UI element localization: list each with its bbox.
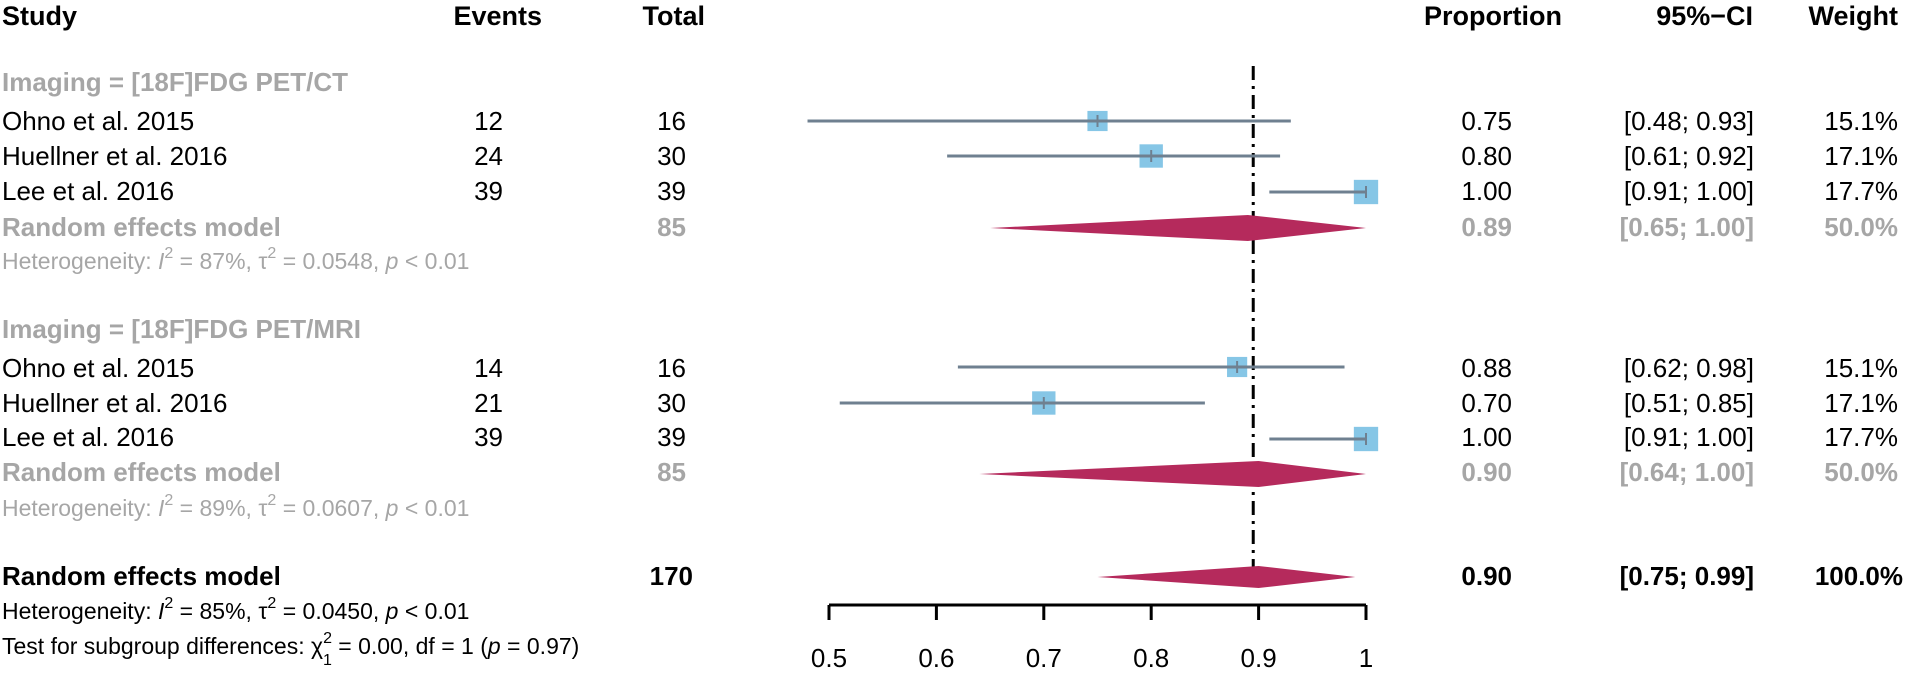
study-weight: 17.7%	[1824, 176, 1898, 206]
summary-ci: [0.64; 1.00]	[1620, 457, 1754, 487]
study-total: 16	[657, 106, 686, 136]
x-tick-label: 0.6	[918, 643, 954, 673]
study-events: 39	[474, 422, 503, 452]
group-label: Imaging = [18F]FDG PET/CT	[2, 67, 348, 97]
summary-diamond	[979, 461, 1366, 487]
study-weight: 15.1%	[1824, 106, 1898, 136]
summary-ci: [0.65; 1.00]	[1620, 212, 1754, 242]
study-row: Lee et al. 2016 39 39 1.00 [0.91; 1.00] …	[2, 176, 1898, 206]
study-weight: 17.7%	[1824, 422, 1898, 452]
study-name: Huellner et al. 2016	[2, 388, 227, 418]
study-proportion: 0.70	[1461, 388, 1512, 418]
study-events: 39	[474, 176, 503, 206]
study-ci: [0.91; 1.00]	[1624, 422, 1754, 452]
study-weight: 17.1%	[1824, 388, 1898, 418]
heterogeneity-text: Heterogeneity: I2 = 87%, τ2 = 0.0548, p …	[2, 245, 469, 274]
overall-heterogeneity-text: Heterogeneity: I2 = 85%, τ2 = 0.0450, p …	[2, 595, 469, 624]
subgroup-summary-row: Random effects model 85 0.89 [0.65; 1.00…	[2, 212, 1898, 242]
study-ci: [0.51; 0.85]	[1624, 388, 1754, 418]
study-events: 14	[474, 353, 503, 383]
header-total: Total	[643, 1, 706, 31]
study-ci: [0.91; 1.00]	[1624, 176, 1754, 206]
overall-proportion: 0.90	[1461, 561, 1512, 591]
overall-diamond	[1097, 566, 1356, 588]
summary-proportion: 0.90	[1461, 457, 1512, 487]
study-name: Huellner et al. 2016	[2, 141, 227, 171]
subgroup-test-text: Test for subgroup differences: χ2 1 = 0.0…	[2, 630, 579, 669]
header-weight: Weight	[1809, 1, 1899, 31]
study-ci: [0.62; 0.98]	[1624, 353, 1754, 383]
x-tick-label: 0.9	[1241, 643, 1277, 673]
header-study: Study	[2, 1, 77, 31]
summary-label: Random effects model	[2, 457, 281, 487]
header-events: Events	[453, 1, 542, 31]
x-tick-label: 0.7	[1026, 643, 1062, 673]
study-events: 21	[474, 388, 503, 418]
study-proportion: 0.80	[1461, 141, 1512, 171]
study-weight: 17.1%	[1824, 141, 1898, 171]
study-events: 24	[474, 141, 503, 171]
study-total: 30	[657, 141, 686, 171]
overall-label: Random effects model	[2, 561, 281, 591]
study-name: Ohno et al. 2015	[2, 353, 194, 383]
study-total: 16	[657, 353, 686, 383]
study-total: 39	[657, 176, 686, 206]
overall-total: 170	[650, 561, 693, 591]
summary-total: 85	[657, 212, 686, 242]
overall-weight: 100.0%	[1815, 561, 1903, 591]
study-name: Ohno et al. 2015	[2, 106, 194, 136]
study-total: 30	[657, 388, 686, 418]
x-tick-label: 0.8	[1133, 643, 1169, 673]
summary-total: 85	[657, 457, 686, 487]
summary-weight: 50.0%	[1824, 457, 1898, 487]
study-row: Ohno et al. 2015 12 16 0.75 [0.48; 0.93]…	[2, 106, 1898, 136]
summary-label: Random effects model	[2, 212, 281, 242]
study-proportion: 1.00	[1461, 176, 1512, 206]
study-name: Lee et al. 2016	[2, 176, 174, 206]
study-events: 12	[474, 106, 503, 136]
study-proportion: 1.00	[1461, 422, 1512, 452]
study-row: Huellner et al. 2016 21 30 0.70 [0.51; 0…	[2, 388, 1898, 418]
study-ci: [0.61; 0.92]	[1624, 141, 1754, 171]
summary-proportion: 0.89	[1461, 212, 1512, 242]
study-weight: 15.1%	[1824, 353, 1898, 383]
study-row: Ohno et al. 2015 14 16 0.88 [0.62; 0.98]…	[2, 353, 1898, 383]
overall-ci: [0.75; 0.99]	[1620, 561, 1754, 591]
header-ci: 95%−CI	[1656, 1, 1753, 31]
study-name: Lee et al. 2016	[2, 422, 174, 452]
study-total: 39	[657, 422, 686, 452]
overall-summary-row: Random effects model 170 0.90 [0.75; 0.9…	[2, 561, 1903, 591]
heterogeneity-text: Heterogeneity: I2 = 89%, τ2 = 0.0607, p …	[2, 492, 469, 521]
study-row: Huellner et al. 2016 24 30 0.80 [0.61; 0…	[2, 141, 1898, 171]
subgroup-summary-row: Random effects model 85 0.90 [0.64; 1.00…	[2, 457, 1898, 487]
x-tick-label: 0.5	[811, 643, 847, 673]
x-tick-label: 1	[1359, 643, 1373, 673]
header-proportion: Proportion	[1424, 1, 1562, 31]
plot-area: 0.5 0.6 0.7 0.8 0.9 1	[807, 66, 1379, 673]
study-proportion: 0.75	[1461, 106, 1512, 136]
study-row: Lee et al. 2016 39 39 1.00 [0.91; 1.00] …	[2, 422, 1898, 452]
summary-diamond	[990, 215, 1366, 241]
summary-weight: 50.0%	[1824, 212, 1898, 242]
study-ci: [0.48; 0.93]	[1624, 106, 1754, 136]
study-proportion: 0.88	[1461, 353, 1512, 383]
group-label: Imaging = [18F]FDG PET/MRI	[2, 314, 361, 344]
